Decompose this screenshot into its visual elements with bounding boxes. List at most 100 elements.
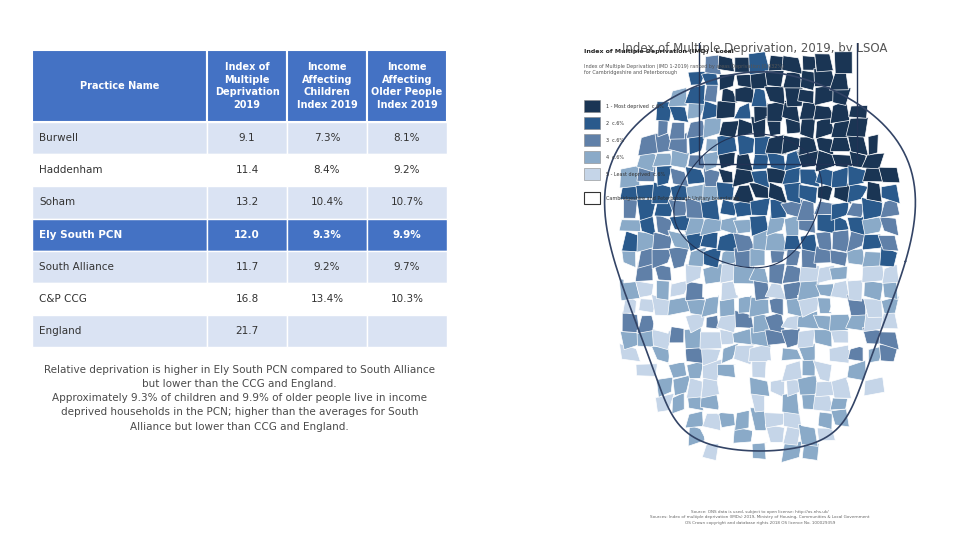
Polygon shape	[732, 392, 753, 414]
Bar	[287, 315, 367, 347]
Polygon shape	[703, 118, 721, 138]
Polygon shape	[771, 348, 783, 361]
Polygon shape	[704, 168, 720, 187]
Polygon shape	[864, 280, 883, 301]
Bar	[367, 315, 447, 347]
Polygon shape	[636, 281, 654, 298]
Polygon shape	[753, 152, 769, 170]
Polygon shape	[799, 265, 820, 282]
Text: 9.9%: 9.9%	[393, 230, 421, 240]
Polygon shape	[816, 231, 831, 251]
Polygon shape	[767, 168, 786, 184]
Polygon shape	[765, 442, 781, 462]
Polygon shape	[657, 280, 669, 300]
Polygon shape	[700, 216, 723, 236]
Polygon shape	[703, 281, 719, 297]
Polygon shape	[668, 343, 688, 365]
Polygon shape	[685, 346, 707, 363]
Bar	[287, 186, 367, 219]
Polygon shape	[733, 427, 753, 443]
Polygon shape	[688, 247, 707, 267]
Polygon shape	[848, 166, 867, 186]
Polygon shape	[637, 327, 659, 347]
Text: 4  c.6%: 4 c.6%	[606, 154, 624, 160]
Polygon shape	[622, 312, 639, 333]
Text: Burwell: Burwell	[39, 133, 78, 143]
Polygon shape	[751, 425, 768, 444]
Text: 16.8: 16.8	[235, 294, 258, 304]
Text: Source: ONS data is used, subject to open license: http://os.nhs.uk/
Sources: In: Source: ONS data is used, subject to ope…	[650, 510, 870, 525]
Polygon shape	[755, 133, 771, 155]
Polygon shape	[878, 235, 899, 251]
Polygon shape	[864, 375, 885, 396]
Polygon shape	[850, 151, 866, 168]
Polygon shape	[685, 167, 707, 184]
Polygon shape	[784, 233, 802, 250]
Polygon shape	[685, 198, 706, 218]
Bar	[207, 283, 287, 315]
Text: Haddenham: Haddenham	[39, 165, 103, 176]
Polygon shape	[685, 312, 707, 333]
Polygon shape	[848, 278, 863, 301]
Polygon shape	[733, 198, 755, 217]
Bar	[367, 186, 447, 219]
Polygon shape	[669, 214, 690, 231]
Polygon shape	[749, 52, 770, 75]
Polygon shape	[878, 167, 900, 183]
Polygon shape	[832, 88, 852, 105]
Text: 9.2%: 9.2%	[314, 262, 340, 272]
Polygon shape	[798, 89, 814, 104]
Bar	[207, 219, 287, 251]
Polygon shape	[798, 329, 815, 348]
Text: Income
Affecting
Children
Index 2019: Income Affecting Children Index 2019	[297, 62, 357, 110]
Polygon shape	[751, 393, 766, 412]
Polygon shape	[861, 198, 882, 220]
Polygon shape	[620, 332, 642, 350]
Text: but lower than the CCG and England.: but lower than the CCG and England.	[142, 379, 337, 389]
Polygon shape	[717, 133, 737, 156]
Polygon shape	[866, 181, 882, 202]
Text: C&P CCG: C&P CCG	[39, 294, 86, 304]
Polygon shape	[636, 199, 657, 220]
Polygon shape	[667, 362, 686, 378]
Polygon shape	[717, 231, 738, 252]
Polygon shape	[637, 248, 658, 268]
Polygon shape	[830, 134, 851, 152]
Polygon shape	[750, 247, 765, 266]
Polygon shape	[702, 295, 719, 318]
Polygon shape	[751, 170, 770, 188]
Polygon shape	[816, 381, 836, 397]
Polygon shape	[879, 217, 899, 236]
Polygon shape	[781, 441, 802, 463]
Polygon shape	[801, 70, 817, 90]
Text: 11.7: 11.7	[235, 262, 258, 272]
Polygon shape	[800, 117, 815, 139]
Polygon shape	[766, 151, 786, 171]
Polygon shape	[685, 281, 705, 301]
Text: 9.1: 9.1	[239, 133, 255, 143]
Polygon shape	[701, 392, 720, 410]
Polygon shape	[670, 168, 688, 187]
Bar	[585, 151, 600, 163]
Polygon shape	[765, 329, 785, 345]
Polygon shape	[737, 119, 753, 136]
Polygon shape	[785, 247, 801, 266]
Bar	[32, 315, 207, 347]
Polygon shape	[732, 185, 756, 204]
Polygon shape	[815, 117, 835, 139]
Polygon shape	[704, 84, 718, 103]
Polygon shape	[769, 55, 786, 71]
Polygon shape	[620, 185, 640, 200]
Text: 11.4: 11.4	[235, 165, 258, 176]
Polygon shape	[623, 294, 636, 313]
Polygon shape	[706, 139, 719, 152]
Text: Index of
Multiple
Deprivation
2019: Index of Multiple Deprivation 2019	[215, 62, 279, 110]
Polygon shape	[803, 56, 816, 70]
Polygon shape	[684, 84, 706, 104]
Polygon shape	[702, 101, 723, 120]
Polygon shape	[861, 153, 884, 169]
Polygon shape	[652, 182, 672, 204]
Bar	[287, 283, 367, 315]
Polygon shape	[722, 443, 738, 463]
Polygon shape	[750, 408, 769, 430]
